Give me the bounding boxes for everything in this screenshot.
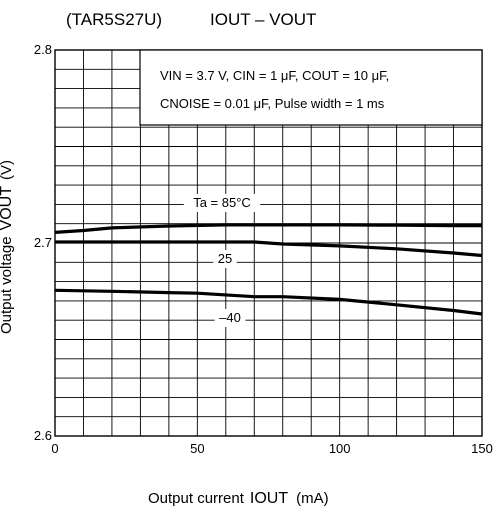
conditions-box [139,49,483,126]
x-axis-label-text: Output current [148,490,244,507]
conditions-line-2: CNOISE = 0.01 μF, Pulse width = 1 ms [160,96,385,111]
x-axis-unit: (mA) [296,490,329,507]
x-tick-label: 100 [329,441,351,456]
series-label-bg [214,309,246,327]
x-tick-label: 50 [190,441,204,456]
series-line-2 [55,240,483,258]
series-line-3 [54,288,483,316]
x-axis-label: Output current IOUT (mA) [148,490,329,508]
series-label: Ta = 85°C [193,195,251,210]
series-label: –40 [219,310,241,325]
series-label-bg [213,250,237,268]
x-tick-label: 0 [51,441,58,456]
y-axis-symbol: VOUT [0,185,15,231]
series-line-1 [54,223,482,234]
y-axis-label-text: Output voltage [0,236,15,335]
y-axis-label: Output voltage VOUT (V) [0,117,16,377]
conditions-line-1: VIN = 3.7 V, CIN = 1 μF, COUT = 10 μF, [160,68,389,83]
y-tick-label: 2.8 [34,42,52,57]
y-axis-unit: (V) [0,159,15,180]
x-tick-label: 150 [471,441,493,456]
y-tick-label: 2.6 [34,428,52,443]
chart-title: IOUT – VOUT [210,10,317,29]
series-label: 25 [218,251,232,266]
x-axis-symbol: IOUT [249,490,289,507]
chart-part-number: (TAR5S27U) [66,10,163,29]
series-label-bg [183,194,261,212]
y-tick-label: 2.7 [34,235,52,250]
